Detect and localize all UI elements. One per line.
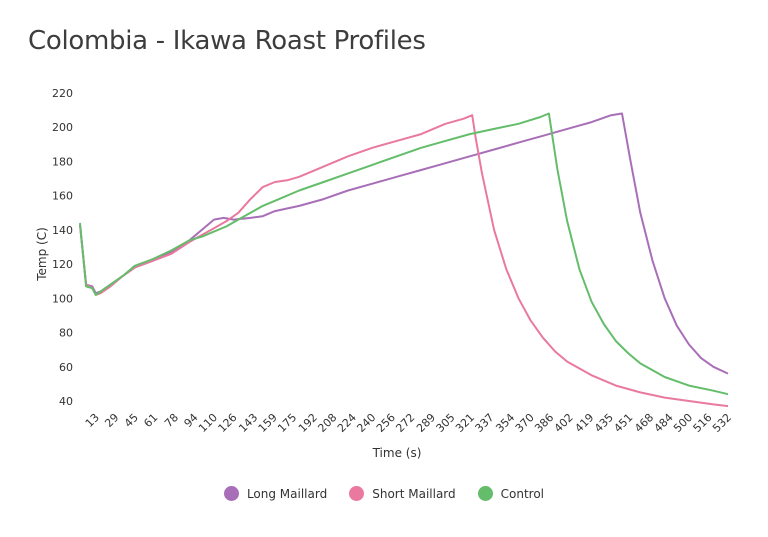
x-tick-label: 240: [354, 411, 378, 435]
y-axis-ticks: 40 60 80 100 120 140 160 180 200 220: [52, 87, 73, 408]
x-tick-label: 256: [374, 411, 398, 435]
y-tick-label: 140: [52, 224, 73, 237]
x-tick-label: 532: [710, 411, 734, 435]
x-tick-label: 484: [652, 411, 676, 435]
x-tick-label: 192: [296, 411, 320, 435]
y-tick-label: 200: [52, 121, 73, 134]
chart-title: Colombia - Ikawa Roast Profiles: [28, 26, 426, 56]
y-tick-label: 160: [52, 190, 73, 203]
x-axis-label: Time (s): [372, 446, 422, 460]
legend-item-short-maillard[interactable]: Short Maillard: [349, 486, 456, 501]
y-axis-label: Temp (C): [35, 227, 49, 282]
x-tick-label: 61: [141, 411, 160, 430]
x-tick-label: 224: [335, 411, 359, 435]
x-tick-label: 110: [196, 411, 220, 435]
x-tick-label: 500: [671, 411, 695, 435]
x-tick-label: 143: [236, 411, 260, 435]
series-line-control: [79, 112, 729, 396]
legend: Long Maillard Short Maillard Control: [0, 486, 768, 501]
series-lines: [79, 112, 729, 408]
legend-swatch-control: [477, 486, 493, 501]
x-tick-label: 516: [691, 411, 715, 435]
y-tick-label: 220: [52, 87, 73, 100]
x-tick-label: 305: [434, 411, 458, 435]
series-line-short-maillard: [79, 114, 729, 408]
series-line-long-maillard: [79, 112, 729, 375]
x-tick-label: 451: [611, 411, 635, 435]
legend-swatch-long-maillard: [223, 486, 239, 501]
legend-label-long-maillard: Long Maillard: [246, 486, 328, 501]
x-tick-label: 126: [216, 411, 240, 435]
x-tick-label: 289: [414, 411, 438, 435]
x-tick-label: 402: [552, 411, 576, 435]
x-tick-label: 13: [83, 411, 102, 430]
x-tick-label: 175: [275, 411, 299, 435]
x-tick-label: 208: [315, 411, 339, 435]
x-tick-label: 354: [493, 411, 517, 435]
legend-item-control[interactable]: Control: [477, 486, 545, 501]
legend-item-long-maillard[interactable]: Long Maillard: [223, 486, 328, 501]
legend-label-control: Control: [500, 486, 545, 501]
x-tick-label: 272: [393, 411, 417, 435]
x-tick-label: 45: [122, 411, 141, 430]
legend-swatch-short-maillard: [349, 486, 365, 501]
x-tick-label: 435: [592, 411, 616, 435]
x-tick-label: 337: [473, 411, 497, 435]
x-axis-ticks: 13 29 45 61 78 941101261431591751922082242402…: [83, 411, 734, 435]
x-tick-label: 29: [102, 411, 121, 430]
y-tick-label: 80: [59, 327, 73, 340]
y-tick-label: 180: [52, 155, 73, 168]
x-tick-label: 370: [513, 411, 537, 435]
y-tick-label: 40: [59, 395, 73, 408]
x-tick-label: 78: [162, 411, 181, 430]
y-tick-label: 120: [52, 258, 73, 271]
x-tick-label: 419: [572, 411, 596, 435]
legend-label-short-maillard: Short Maillard: [372, 486, 456, 501]
x-tick-label: 321: [453, 411, 477, 435]
y-tick-label: 100: [52, 292, 73, 305]
y-tick-label: 60: [59, 361, 73, 374]
x-tick-label: 468: [632, 411, 656, 435]
x-tick-label: 386: [532, 411, 556, 435]
x-tick-label: 159: [256, 411, 280, 435]
